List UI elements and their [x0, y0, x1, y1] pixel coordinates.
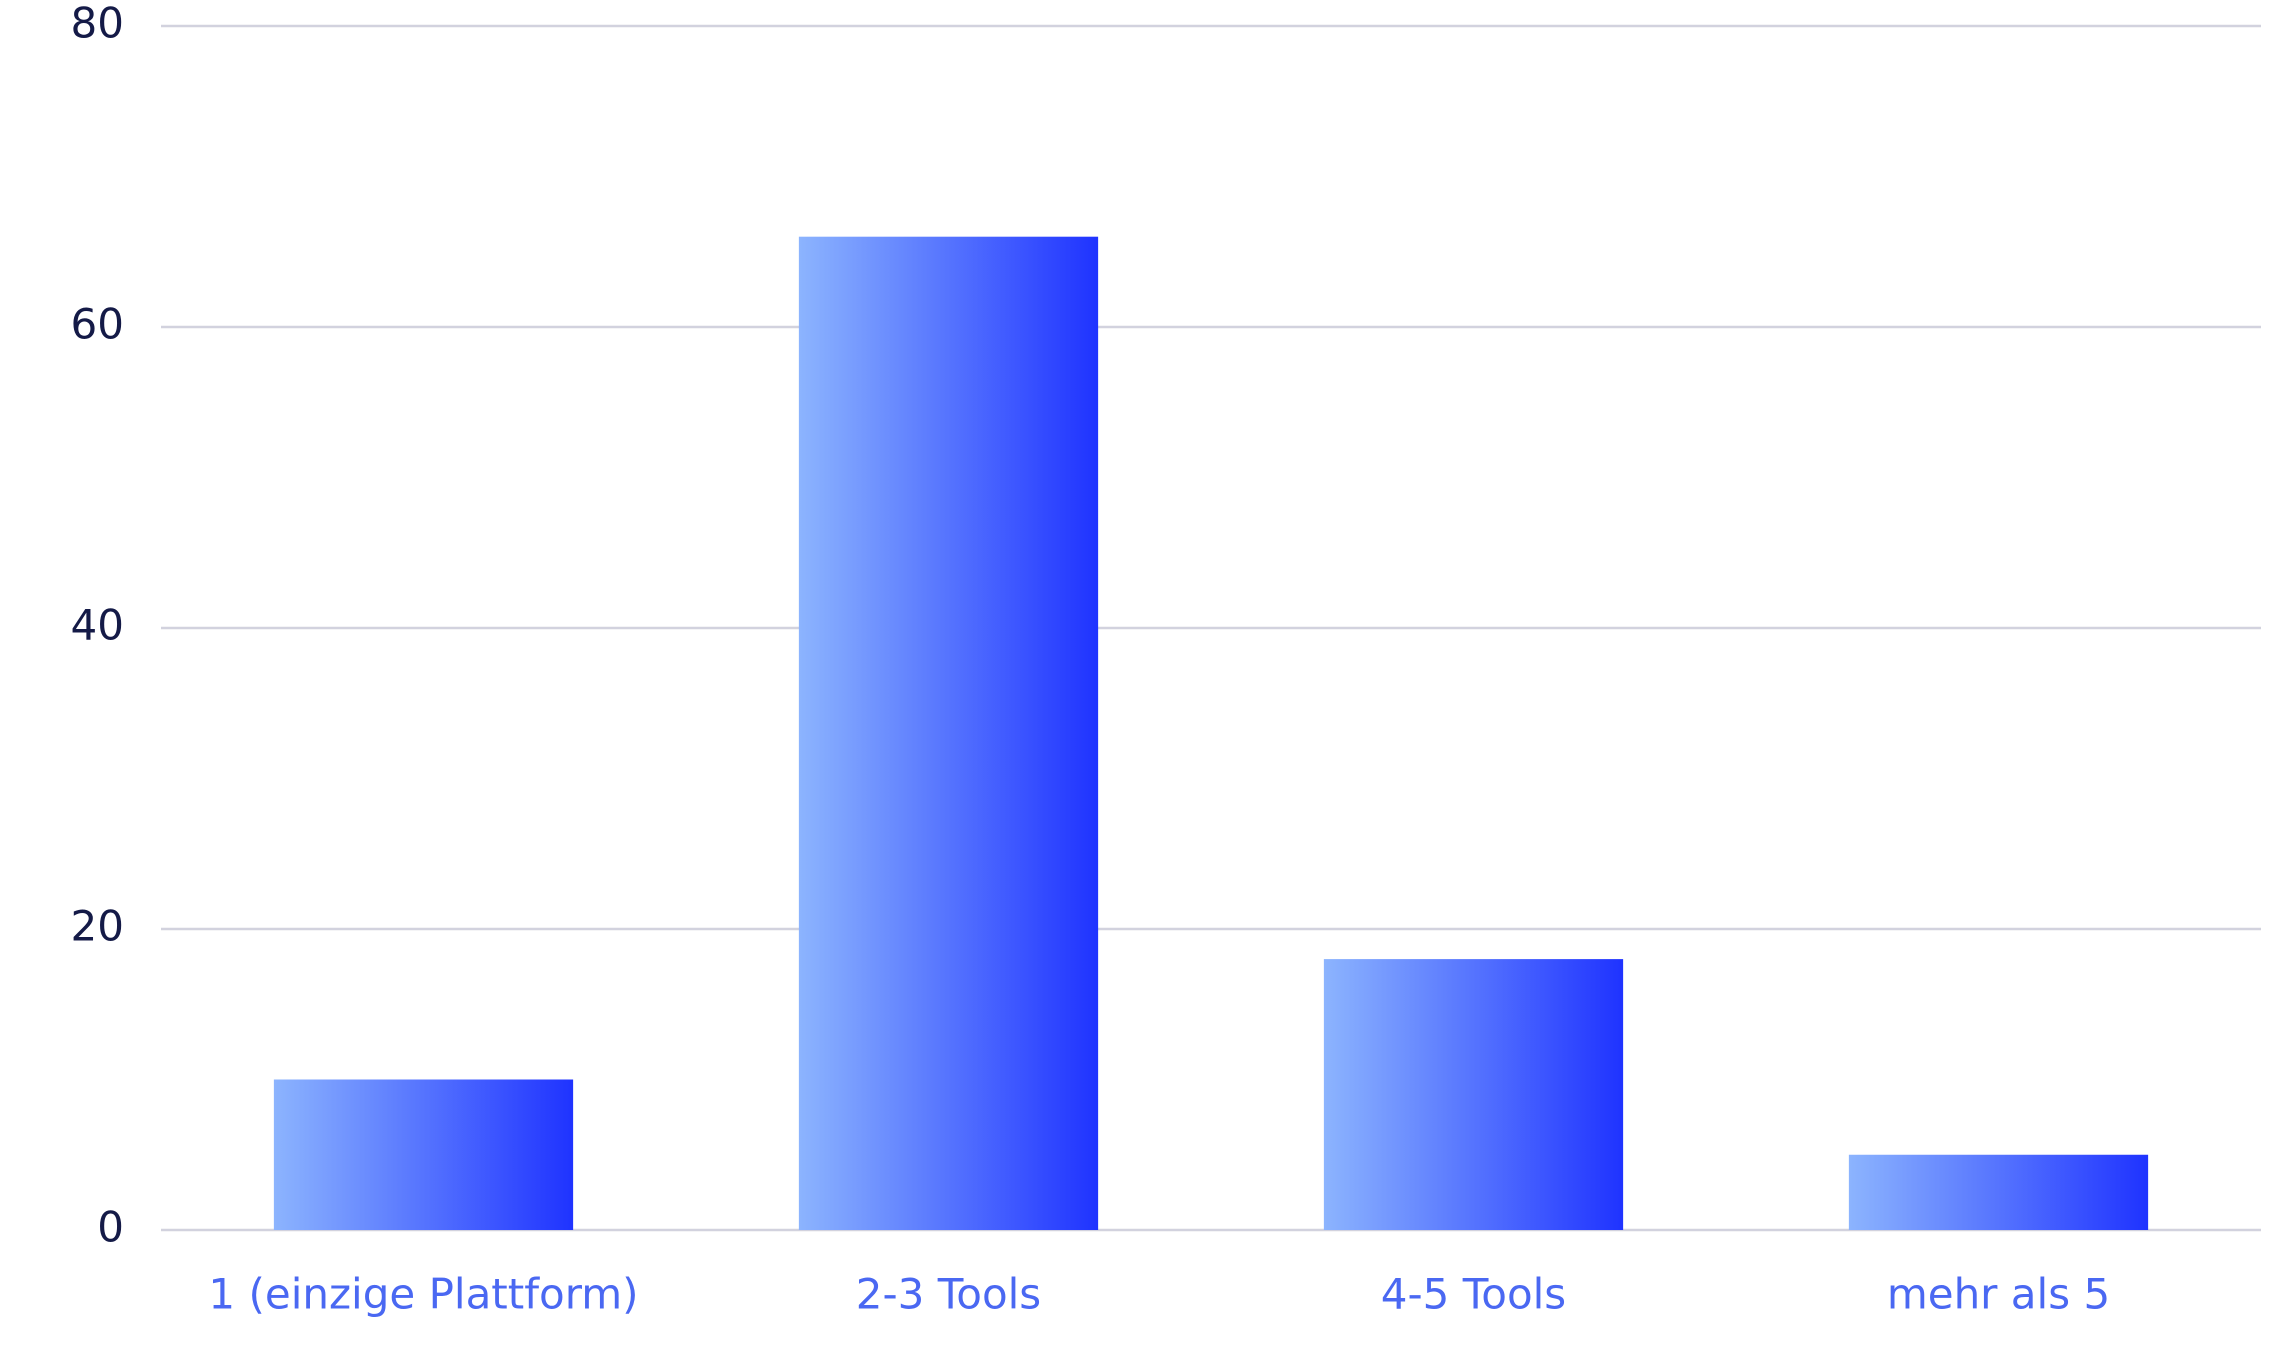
y-tick-label: 40 — [71, 601, 124, 650]
bar — [273, 1079, 574, 1230]
y-tick-label: 80 — [71, 0, 124, 48]
x-tick-label: 1 (einzige Plattform) — [208, 1270, 638, 1319]
bar — [1323, 959, 1624, 1230]
y-tick-label: 0 — [97, 1203, 124, 1252]
bar — [798, 236, 1099, 1230]
bar — [1848, 1154, 2149, 1230]
y-tick-label: 20 — [71, 902, 124, 951]
x-tick-label: mehr als 5 — [1887, 1270, 2110, 1319]
y-tick-label: 60 — [71, 300, 124, 349]
x-tick-label: 4-5 Tools — [1381, 1270, 1566, 1319]
x-tick-label: 2-3 Tools — [856, 1270, 1041, 1319]
